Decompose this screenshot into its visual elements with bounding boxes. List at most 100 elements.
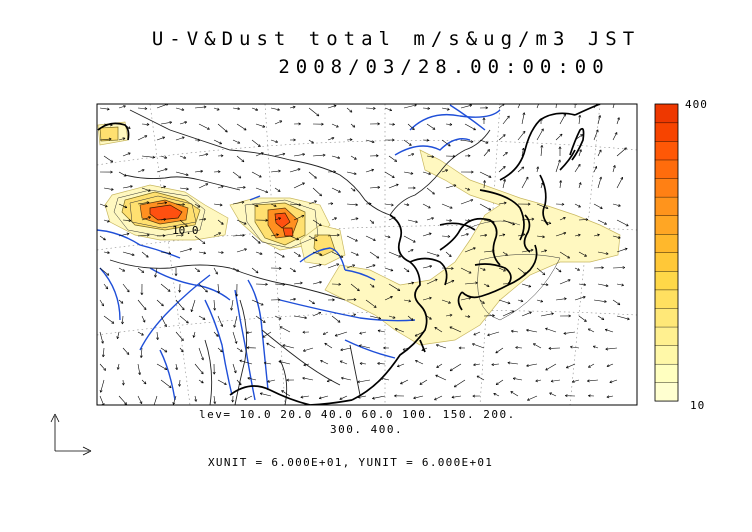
wind-arrow <box>502 251 508 256</box>
wind-arrow-head <box>558 146 562 150</box>
wind-arrow <box>122 219 132 221</box>
wind-arrow-head <box>281 254 285 258</box>
wind-arrow-head <box>246 331 249 335</box>
wind-arrow-head <box>357 395 361 399</box>
wind-arrow-head <box>178 384 182 387</box>
wind-arrow-head <box>359 331 363 335</box>
wind-arrow-head <box>512 377 516 381</box>
wind-arrow-head <box>617 236 621 239</box>
wind-arrow-head <box>597 233 600 237</box>
wind-arrow <box>574 134 583 141</box>
wind-arrow <box>369 186 380 189</box>
wind-arrow-head <box>391 203 394 207</box>
wind-arrow <box>517 299 524 302</box>
wind-arrow-head <box>468 296 472 300</box>
wind-arrow-head <box>624 247 628 251</box>
wind-arrow <box>616 147 627 157</box>
wind-arrow <box>175 234 184 237</box>
wind-arrow <box>239 360 253 365</box>
wind-arrow-head <box>453 184 457 188</box>
wind-arrow <box>415 360 424 365</box>
wind-arrow <box>498 267 506 272</box>
wind-arrow-head <box>300 395 304 399</box>
wind-arrow <box>198 379 204 384</box>
colorbar <box>654 103 679 402</box>
wind-arrow <box>380 377 390 381</box>
wind-arrow <box>578 115 581 125</box>
wind-arrow-head <box>331 137 335 140</box>
wind-arrow-head <box>332 298 335 302</box>
wind-arrow <box>141 155 155 158</box>
wind-arrow <box>574 164 581 173</box>
wind-arrow <box>526 329 538 333</box>
wind-arrow <box>213 267 218 275</box>
wind-arrow <box>434 395 443 401</box>
wind-arrow-head <box>621 283 624 287</box>
wind-arrow <box>270 139 278 143</box>
wind-arrow-head <box>604 328 608 332</box>
wind-arrow <box>593 129 599 141</box>
wind-arrow <box>540 283 549 286</box>
wind-arrow <box>426 251 440 257</box>
wind-arrow-head <box>124 205 128 209</box>
wind-arrow <box>289 298 296 301</box>
wind-arrow-head <box>495 382 499 385</box>
wind-arrow <box>464 123 476 131</box>
wind-arrow-head <box>394 159 398 162</box>
wind-arrow <box>99 363 106 371</box>
wind-arrow-head <box>184 121 188 124</box>
colorbar-segment <box>654 289 679 309</box>
wind-arrow <box>274 283 285 285</box>
wind-arrow <box>160 186 166 189</box>
wind-arrow-head <box>520 299 524 303</box>
wind-arrow <box>426 187 435 195</box>
wind-arrow-head <box>484 233 488 237</box>
wind-arrow <box>436 363 443 368</box>
wind-arrow <box>274 251 285 258</box>
wind-arrow <box>308 235 318 242</box>
wind-arrow <box>597 251 609 255</box>
wind-arrow-head <box>336 263 340 267</box>
wind-arrow <box>536 235 545 238</box>
wind-arrow-head <box>502 165 506 169</box>
wind-arrow-head <box>376 255 380 259</box>
wind-arrow-head <box>318 311 322 315</box>
wind-arrow <box>521 176 529 189</box>
wind-arrow <box>156 104 169 109</box>
wind-arrow <box>251 235 261 244</box>
wind-arrow-head <box>108 137 112 141</box>
wind-arrow-head <box>339 397 343 400</box>
wind-arrow <box>213 395 216 404</box>
wind-arrow-head <box>127 126 131 129</box>
wind-arrow-head <box>467 187 470 191</box>
wind-arrow <box>274 187 281 192</box>
wind-arrow-head <box>239 359 243 363</box>
wind-arrow-head <box>233 370 237 374</box>
wind-arrow <box>574 267 580 271</box>
wind-arrow-head <box>533 343 536 346</box>
wind-arrow <box>464 219 471 222</box>
wind-arrow-head <box>529 311 532 315</box>
wind-arrow <box>403 203 410 206</box>
wind-arrow <box>550 379 561 382</box>
wind-arrow <box>194 203 201 208</box>
wind-arrow-head <box>139 401 143 404</box>
wind-arrow-head <box>506 115 510 119</box>
wind-arrow <box>118 267 125 272</box>
wind-arrow <box>324 342 333 349</box>
wind-arrow-head <box>293 138 296 142</box>
wind-arrow-head <box>436 344 439 347</box>
wind-vector-field <box>99 104 630 405</box>
wind-arrow-head <box>448 254 452 258</box>
wind-arrow-head <box>122 137 126 141</box>
wind-arrow <box>605 329 614 333</box>
wind-arrow-head <box>244 248 247 252</box>
wind-arrow <box>559 217 566 221</box>
wind-arrow <box>175 299 185 311</box>
wind-arrow <box>312 187 322 197</box>
wind-arrow-head <box>353 298 357 302</box>
wind-arrow-head <box>235 294 239 297</box>
wind-arrow <box>141 379 147 385</box>
wind-arrow <box>175 136 185 141</box>
wind-arrow <box>193 331 196 338</box>
